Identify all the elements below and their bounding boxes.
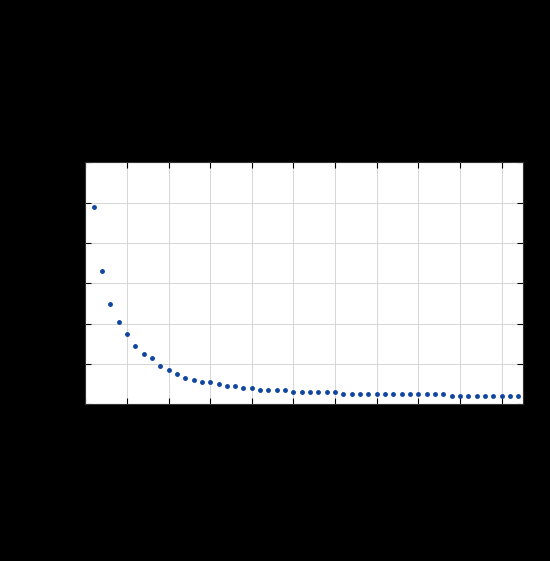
Title: Average $I_{CC}$ vs. Low Power Mode Sleep Time: Average $I_{CC}$ vs. Low Power Mode Slee… <box>80 135 527 157</box>
Y-axis label: Average $I_{CC}$ (μA): Average $I_{CC}$ (μA) <box>29 220 48 346</box>
X-axis label: Sleep Time (ms): Sleep Time (ms) <box>241 429 366 444</box>
